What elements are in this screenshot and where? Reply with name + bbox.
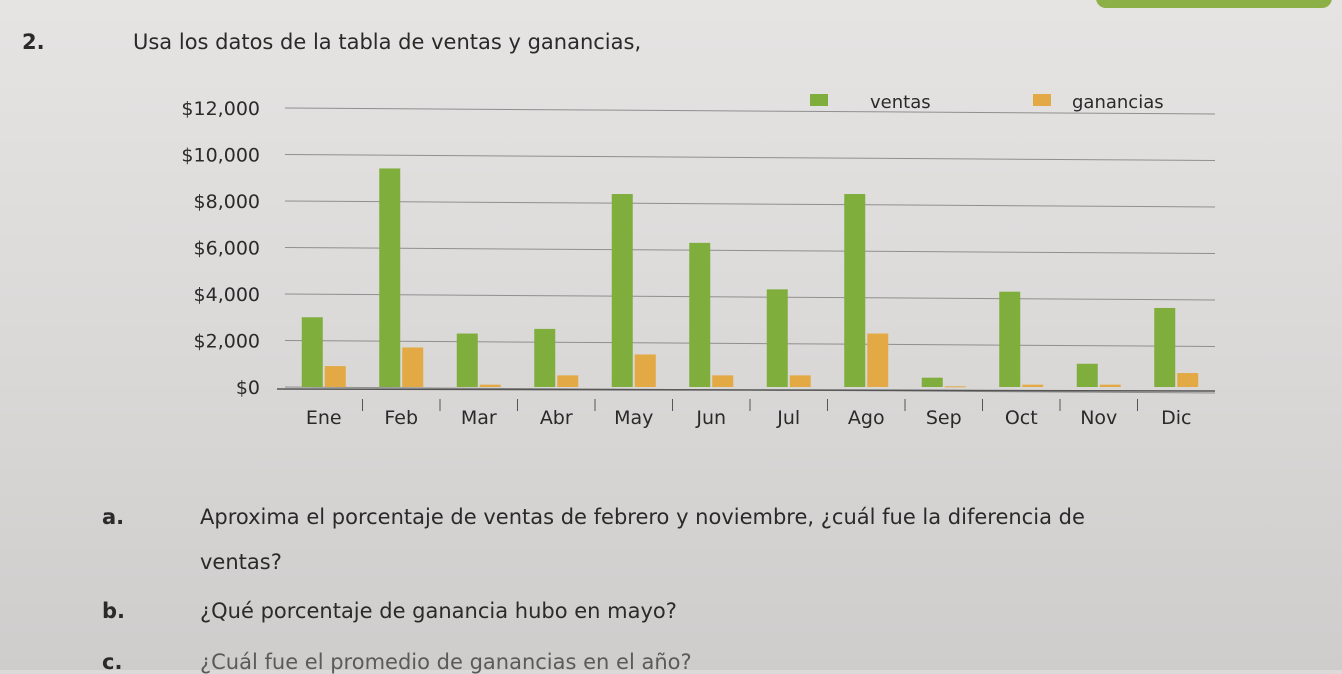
bar-ventas-may bbox=[611, 194, 633, 387]
y-axis-tick-labels: $0 $2,000 $4,000 $6,000 $8,000 $10,000 $12,000 bbox=[181, 98, 260, 399]
bar-ganancias-dic bbox=[1177, 373, 1199, 387]
gridline bbox=[284, 247, 1216, 254]
bar-ganancias-nov bbox=[1099, 384, 1121, 387]
y-tick-label: $12,000 bbox=[181, 98, 260, 120]
x-tick-label: Jun bbox=[695, 407, 726, 429]
x-tick-label: Nov bbox=[1080, 407, 1117, 429]
gridline bbox=[284, 154, 1216, 161]
y-tick-label: $4,000 bbox=[194, 284, 260, 306]
subquestion-c-label: c. bbox=[102, 650, 123, 674]
y-tick-label: $8,000 bbox=[194, 191, 260, 213]
bar-ganancias-feb bbox=[402, 347, 424, 387]
x-tick-label: Jul bbox=[776, 407, 800, 429]
y-tick-label: $6,000 bbox=[194, 238, 260, 260]
legend-label-ganancias: ganancias bbox=[1072, 92, 1164, 113]
bar-ventas-oct bbox=[999, 291, 1021, 387]
bar-ganancias-mar bbox=[479, 384, 501, 387]
bar-ganancias-may bbox=[634, 354, 656, 387]
question-number: 2. bbox=[22, 30, 45, 54]
subquestion-b-label: b. bbox=[102, 599, 126, 623]
gridline bbox=[284, 107, 1216, 115]
bars bbox=[301, 168, 1199, 388]
x-tick-label: Dic bbox=[1161, 407, 1191, 429]
y-tick-label: $10,000 bbox=[181, 145, 260, 167]
legend-swatch-ganancias bbox=[1033, 94, 1051, 106]
bar-ventas-sep bbox=[921, 377, 943, 387]
bar-ganancias-sep bbox=[944, 386, 966, 388]
bar-ganancias-abr bbox=[557, 375, 579, 387]
bar-ganancias-jun bbox=[712, 375, 734, 387]
gridline bbox=[284, 200, 1216, 208]
legend-swatch-ventas bbox=[810, 94, 828, 106]
bar-chart: $0 $2,000 $4,000 $6,000 $8,000 $10,000 $12,000… bbox=[181, 92, 1216, 429]
x-axis-line bbox=[276, 388, 1216, 392]
bar-ganancias-ene bbox=[324, 366, 346, 387]
bar-ventas-ene bbox=[301, 317, 323, 387]
bar-ventas-nov bbox=[1076, 363, 1098, 387]
subquestion-c-text: ¿Cuál fue el promedio de ganancias en el… bbox=[200, 650, 692, 674]
bar-ganancias-jul bbox=[789, 375, 811, 387]
green-tab-decoration bbox=[1096, 0, 1332, 8]
x-tick-label: May bbox=[614, 407, 653, 429]
x-axis-tick-labels: Ene Feb Mar Abr May Jun Jul Ago Sep Oct Nov Dic bbox=[306, 399, 1191, 429]
x-tick-label: Feb bbox=[384, 407, 418, 429]
x-tick-label: Mar bbox=[461, 407, 497, 429]
bar-ventas-jul bbox=[766, 289, 788, 387]
gridlines bbox=[276, 107, 1216, 394]
gridline bbox=[284, 340, 1216, 347]
x-tick-label: Sep bbox=[926, 407, 962, 429]
bar-ventas-ago bbox=[844, 194, 866, 387]
subquestion-a-label: a. bbox=[102, 505, 125, 529]
x-tick-label: Ene bbox=[306, 407, 342, 429]
bar-ventas-feb bbox=[379, 168, 401, 387]
bar-ventas-abr bbox=[534, 328, 556, 387]
subquestion-b-text: ¿Qué porcentaje de ganancia hubo en mayo… bbox=[200, 599, 677, 623]
question-text: Usa los datos de la tabla de ventas y ga… bbox=[133, 30, 642, 54]
legend-label-ventas: ventas bbox=[870, 92, 931, 113]
bar-ventas-jun bbox=[689, 242, 711, 387]
bar-ganancias-ago bbox=[867, 333, 889, 387]
bar-ganancias-oct bbox=[1022, 384, 1044, 387]
bar-ventas-mar bbox=[456, 333, 478, 387]
y-tick-label: $0 bbox=[236, 377, 260, 399]
bar-ventas-dic bbox=[1154, 307, 1176, 387]
legend: ventas ganancias bbox=[810, 92, 1164, 113]
x-tick-label: Oct bbox=[1005, 407, 1038, 429]
gridline bbox=[284, 293, 1216, 301]
x-tick-label: Ago bbox=[848, 407, 885, 429]
subquestion-a-text: Aproxima el porcentaje de ventas de febr… bbox=[200, 505, 1085, 529]
subquestion-a-text-continued: ventas? bbox=[200, 550, 282, 574]
y-tick-label: $2,000 bbox=[194, 331, 260, 353]
x-tick-label: Abr bbox=[540, 407, 573, 429]
